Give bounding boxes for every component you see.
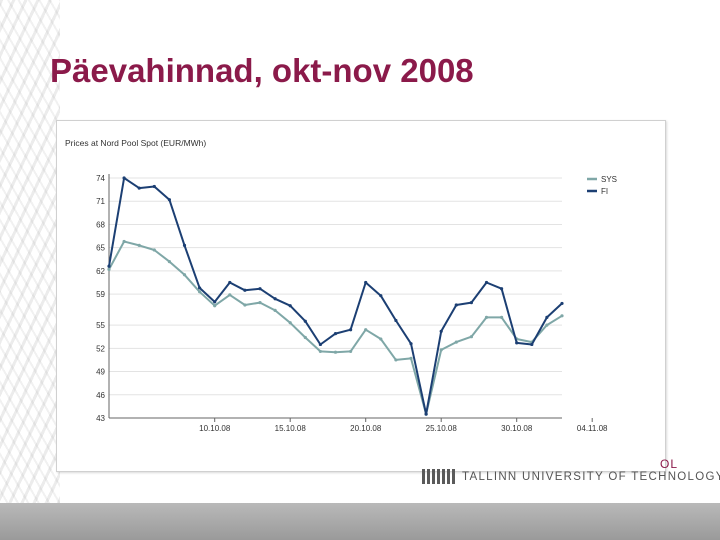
series-layer <box>107 176 564 416</box>
logo-fragment: OL <box>660 457 679 471</box>
data-point-sys <box>198 290 202 294</box>
grid-layer <box>109 177 562 419</box>
y-tick-label: 68 <box>96 220 105 229</box>
data-point-sys <box>182 273 187 277</box>
data-point-fi <box>213 300 217 304</box>
data-point-sys <box>439 348 443 352</box>
data-point-sys <box>394 358 398 362</box>
data-point-sys <box>469 335 473 339</box>
data-point-sys <box>167 260 171 264</box>
data-point-fi <box>349 328 353 332</box>
x-tick-label: 15.10.08 <box>275 424 307 433</box>
data-point-fi <box>258 287 262 291</box>
data-point-fi <box>137 186 141 190</box>
data-point-fi <box>424 412 428 416</box>
data-point-sys <box>137 243 141 247</box>
y-tick-label: 55 <box>96 321 105 330</box>
data-point-fi <box>152 184 156 189</box>
x-tick-label: 30.10.08 <box>501 424 533 433</box>
data-point-fi <box>484 280 489 285</box>
data-point-sys <box>152 248 156 252</box>
y-tick-label: 65 <box>96 244 105 253</box>
x-tick-label: 20.10.08 <box>350 424 382 433</box>
data-point-sys <box>545 323 549 327</box>
line-chart: Prices at Nord Pool Spot (EUR/MWh) 43464… <box>65 138 617 433</box>
data-point-fi <box>288 304 292 308</box>
data-point-sys <box>349 349 353 354</box>
data-point-sys <box>364 328 368 332</box>
background-pattern <box>0 0 60 510</box>
slide-title: Päevahinnad, okt-nov 2008 <box>50 52 474 89</box>
data-point-fi <box>107 264 111 268</box>
data-point-sys <box>500 315 504 319</box>
chart-title: Prices at Nord Pool Spot (EUR/MWh) <box>65 138 206 148</box>
data-point-fi <box>228 280 232 285</box>
data-point-fi <box>122 176 126 180</box>
series-line-fi <box>108 177 563 416</box>
data-point-fi <box>500 287 504 291</box>
university-name: TALLINN UNIVERSITY OF TECHNOLOGY <box>462 471 720 483</box>
data-point-sys <box>213 304 217 308</box>
data-point-sys <box>122 239 126 244</box>
data-point-fi <box>318 342 322 347</box>
data-point-fi <box>198 286 202 290</box>
logo-bars-icon <box>422 469 456 484</box>
x-tick-label: 10.10.08 <box>199 424 231 433</box>
y-tick-label: 46 <box>96 391 105 400</box>
data-point-sys <box>107 267 111 271</box>
data-point-sys <box>243 303 247 307</box>
data-point-fi <box>303 319 307 323</box>
footer-band <box>0 503 720 540</box>
y-tick-label: 49 <box>96 368 105 377</box>
data-point-sys <box>379 337 383 341</box>
data-point-fi <box>560 301 564 306</box>
chart-frame: Prices at Nord Pool Spot (EUR/MWh) 43 46 4… <box>56 120 666 472</box>
data-point-fi <box>394 318 398 323</box>
data-point-sys <box>484 315 489 319</box>
data-point-sys <box>318 349 322 354</box>
data-point-fi <box>439 329 443 333</box>
data-point-fi <box>167 198 171 202</box>
y-tick-label: 59 <box>96 290 105 299</box>
x-tick-label: 04.11.08 <box>577 424 608 433</box>
y-tick-label: 43 <box>96 414 105 423</box>
data-point-fi <box>530 342 534 347</box>
data-point-fi <box>273 297 277 301</box>
data-point-sys <box>303 335 307 340</box>
data-point-sys <box>409 356 413 360</box>
legend-label: FI <box>601 187 608 196</box>
data-point-fi <box>469 301 473 305</box>
axis-layer: 43 46 49 52 55 59 62 65 68 71 74 10.10.08 15.10.08 20… <box>96 174 608 433</box>
data-point-fi <box>409 342 413 346</box>
series-line-sys <box>108 240 563 416</box>
data-point-fi <box>243 288 247 292</box>
legend: SYS FI <box>587 175 617 196</box>
data-point-fi <box>364 280 368 285</box>
data-point-sys <box>333 350 338 354</box>
legend-label: SYS <box>601 175 617 184</box>
y-tick-label: 74 <box>96 174 105 183</box>
data-point-sys <box>258 301 262 305</box>
data-point-sys <box>560 314 564 318</box>
x-tick-label: 25.10.08 <box>426 424 458 433</box>
data-point-sys <box>288 321 292 325</box>
y-tick-label: 62 <box>96 267 105 276</box>
data-point-sys <box>454 340 458 344</box>
university-logo: TALLINN UNIVERSITY OF TECHNOLOGY OL <box>422 457 720 490</box>
y-tick-label: 52 <box>96 344 105 353</box>
data-point-fi <box>545 315 549 319</box>
data-point-sys <box>228 293 232 297</box>
data-point-fi <box>182 243 187 247</box>
y-tick-label: 71 <box>96 197 105 206</box>
data-point-fi <box>333 332 338 336</box>
data-point-fi <box>379 294 383 298</box>
data-point-fi <box>515 341 519 345</box>
data-point-fi <box>454 303 458 307</box>
data-point-sys <box>273 308 277 312</box>
